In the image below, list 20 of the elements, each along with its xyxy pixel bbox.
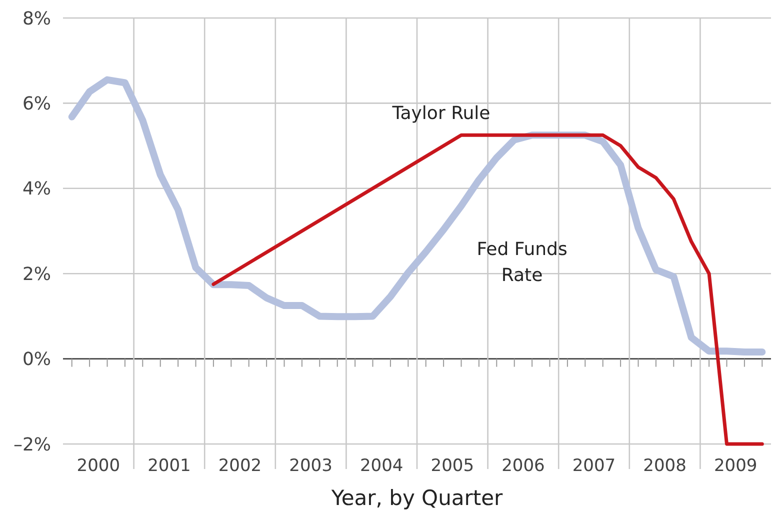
y-tick-label: –2%	[13, 434, 51, 456]
x-tick-label: 2004	[360, 456, 404, 476]
y-tick-label: 8%	[22, 8, 51, 30]
y-tick-label: 2%	[22, 264, 51, 285]
x-tick-label: 2005	[430, 456, 474, 476]
series-label: Taylor Rule	[391, 103, 490, 124]
y-tick-label: 0%	[22, 349, 51, 370]
x-tick-label: 2002	[218, 456, 262, 476]
x-axis-title: Year, by Quarter	[330, 486, 504, 510]
x-tick-label: 2000	[76, 456, 120, 476]
y-tick-label: 4%	[22, 178, 51, 200]
x-tick-label: 2007	[572, 456, 616, 476]
y-tick-label: 6%	[22, 94, 51, 114]
x-tick-label: 2008	[643, 456, 686, 476]
series-label: Fed Funds Rate	[476, 239, 568, 286]
x-tick-label: 2003	[289, 456, 332, 476]
x-tick-label: 2006	[502, 456, 545, 476]
line-series	[212, 133, 764, 446]
x-tick-label: 2009	[714, 456, 758, 476]
x-tick-label: 2001	[148, 456, 191, 476]
